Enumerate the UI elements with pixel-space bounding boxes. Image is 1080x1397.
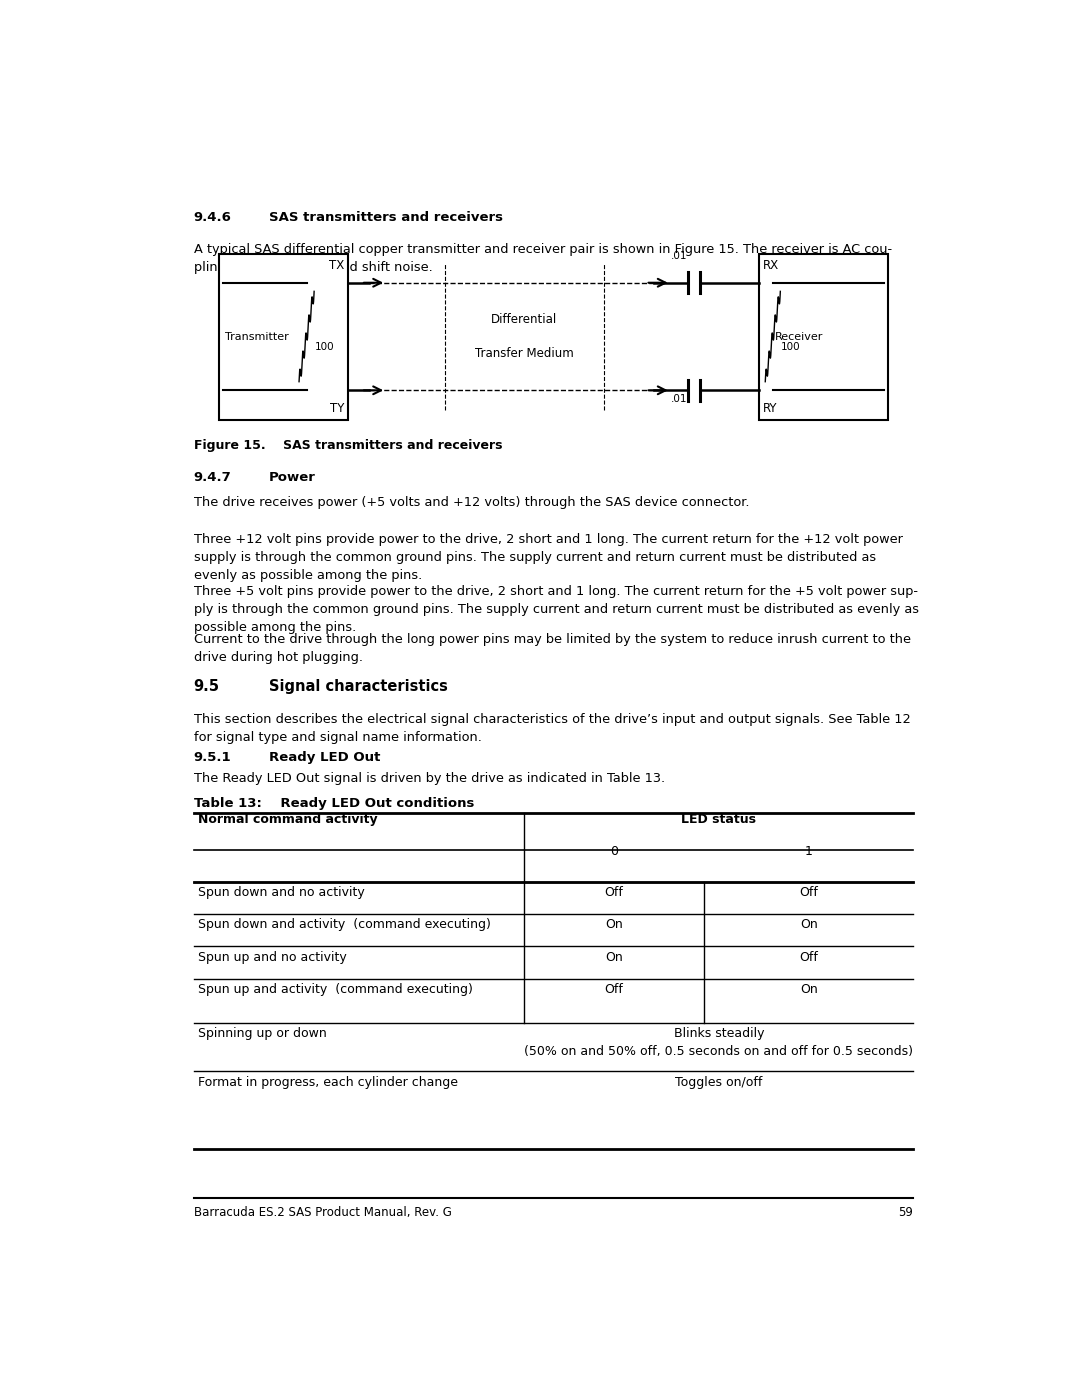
Text: 1: 1 xyxy=(805,845,813,858)
Text: The drive receives power (+5 volts and +12 volts) through the SAS device connect: The drive receives power (+5 volts and +… xyxy=(193,496,750,509)
Text: Three +5 volt pins provide power to the drive, 2 short and 1 long. The current r: Three +5 volt pins provide power to the … xyxy=(193,585,919,634)
Text: Spun down and activity  (command executing): Spun down and activity (command executin… xyxy=(198,918,490,932)
Text: Off: Off xyxy=(605,886,623,900)
Text: Differential: Differential xyxy=(491,313,557,326)
Text: 9.4.6: 9.4.6 xyxy=(193,211,231,224)
Text: Receiver: Receiver xyxy=(775,332,824,342)
Text: Toggles on/off: Toggles on/off xyxy=(675,1076,762,1088)
Text: Three +12 volt pins provide power to the drive, 2 short and 1 long. The current : Three +12 volt pins provide power to the… xyxy=(193,534,903,583)
Text: Format in progress, each cylinder change: Format in progress, each cylinder change xyxy=(198,1076,458,1088)
Text: Off: Off xyxy=(799,951,819,964)
Bar xyxy=(758,254,888,420)
Text: Spun up and activity  (command executing): Spun up and activity (command executing) xyxy=(198,983,473,996)
Text: Spun up and no activity: Spun up and no activity xyxy=(198,951,347,964)
Text: Transfer Medium: Transfer Medium xyxy=(475,348,573,360)
Text: Ready LED Out: Ready LED Out xyxy=(269,750,380,764)
Text: 9.5.1: 9.5.1 xyxy=(193,750,231,764)
Text: Spinning up or down: Spinning up or down xyxy=(198,1027,326,1041)
Text: Off: Off xyxy=(605,983,623,996)
Bar xyxy=(218,254,349,420)
Text: On: On xyxy=(800,918,818,932)
Text: Signal characteristics: Signal characteristics xyxy=(269,679,448,693)
Text: Transmitter: Transmitter xyxy=(226,332,289,342)
Text: Current to the drive through the long power pins may be limited by the system to: Current to the drive through the long po… xyxy=(193,633,910,665)
Text: Power: Power xyxy=(269,471,315,483)
Text: .01: .01 xyxy=(671,394,687,404)
Text: TY: TY xyxy=(329,402,345,415)
Text: SAS transmitters and receivers: SAS transmitters and receivers xyxy=(269,211,503,224)
Text: This section describes the electrical signal characteristics of the drive’s inpu: This section describes the electrical si… xyxy=(193,712,910,745)
Text: A typical SAS differential copper transmitter and receiver pair is shown in Figu: A typical SAS differential copper transm… xyxy=(193,243,892,274)
Text: 9.4.7: 9.4.7 xyxy=(193,471,231,483)
Text: Figure 15.    SAS transmitters and receivers: Figure 15. SAS transmitters and receiver… xyxy=(193,439,502,451)
Text: .01: .01 xyxy=(671,251,687,261)
Text: Blinks steadily
(50% on and 50% off, 0.5 seconds on and off for 0.5 seconds): Blinks steadily (50% on and 50% off, 0.5… xyxy=(524,1027,914,1058)
Text: 0: 0 xyxy=(610,845,618,858)
Text: 9.5: 9.5 xyxy=(193,679,219,693)
Text: Spun down and no activity: Spun down and no activity xyxy=(198,886,365,900)
Text: On: On xyxy=(605,951,623,964)
Text: Normal command activity: Normal command activity xyxy=(198,813,377,826)
Text: On: On xyxy=(605,918,623,932)
Text: 100: 100 xyxy=(781,342,800,352)
Text: Barracuda ES.2 SAS Product Manual, Rev. G: Barracuda ES.2 SAS Product Manual, Rev. … xyxy=(193,1206,451,1218)
Text: 100: 100 xyxy=(315,342,335,352)
Text: RY: RY xyxy=(762,402,778,415)
Text: LED status: LED status xyxy=(681,813,756,826)
Text: Table 13:    Ready LED Out conditions: Table 13: Ready LED Out conditions xyxy=(193,796,474,810)
Text: The Ready LED Out signal is driven by the drive as indicated in Table 13.: The Ready LED Out signal is driven by th… xyxy=(193,773,664,785)
Text: TX: TX xyxy=(329,258,345,272)
Text: Off: Off xyxy=(799,886,819,900)
Text: 59: 59 xyxy=(899,1206,914,1218)
Text: RX: RX xyxy=(762,258,779,272)
Text: On: On xyxy=(800,983,818,996)
